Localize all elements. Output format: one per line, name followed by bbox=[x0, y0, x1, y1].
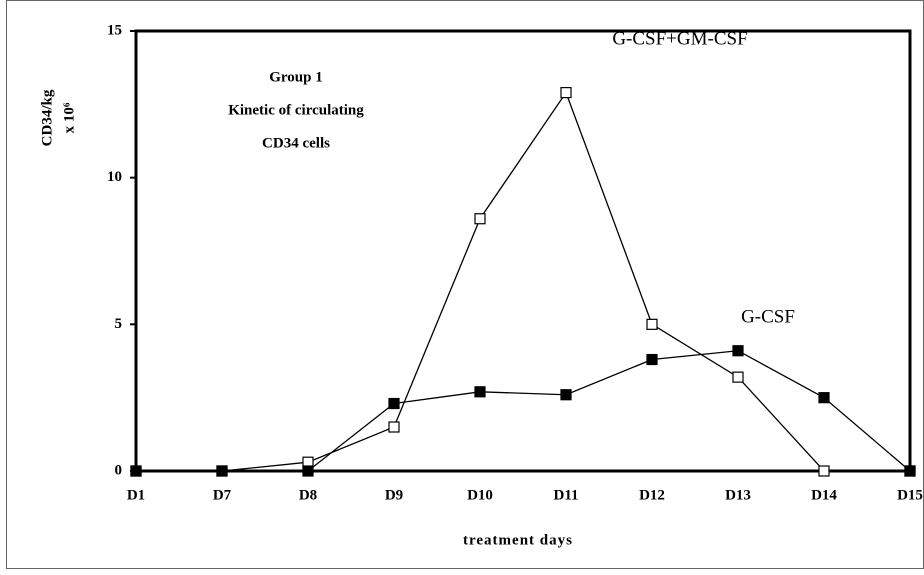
y-tick-label: 10 bbox=[107, 169, 122, 185]
marker bbox=[388, 421, 400, 433]
marker bbox=[818, 465, 830, 477]
marker bbox=[302, 465, 314, 477]
annotation: Kinetic of circulating bbox=[228, 102, 364, 118]
marker bbox=[388, 397, 400, 410]
x-tick-label: D7 bbox=[213, 487, 232, 503]
marker bbox=[904, 465, 916, 477]
marker bbox=[818, 392, 830, 404]
x-axis-label: treatment days bbox=[463, 532, 573, 548]
x-tick-label: D14 bbox=[811, 487, 837, 503]
x-tick-label: D15 bbox=[897, 487, 923, 503]
x-tick-label: D13 bbox=[725, 487, 751, 503]
marker bbox=[560, 86, 572, 99]
y-tick-label: 0 bbox=[115, 462, 123, 478]
y-axis-label: x 10⁶ bbox=[61, 102, 77, 133]
x-tick-label: D11 bbox=[553, 487, 578, 503]
x-tick-label: D10 bbox=[467, 487, 493, 503]
plot-area bbox=[134, 29, 912, 473]
marker bbox=[216, 465, 228, 477]
x-tick-label: D9 bbox=[385, 487, 403, 503]
y-axis-label: CD34/kg bbox=[39, 89, 55, 146]
marker bbox=[474, 386, 486, 398]
marker bbox=[130, 465, 142, 477]
series-label: G-CSF bbox=[741, 306, 795, 327]
marker bbox=[646, 318, 658, 330]
series-line bbox=[136, 91, 910, 472]
frame bbox=[6, 0, 924, 569]
marker bbox=[732, 371, 744, 383]
annotation: CD34 cells bbox=[262, 135, 330, 151]
y-tick-label: 15 bbox=[107, 22, 122, 38]
x-tick-label: D8 bbox=[299, 487, 317, 503]
series-line bbox=[136, 350, 911, 472]
series-label: G-CSF+GM-CSF bbox=[612, 28, 747, 49]
marker bbox=[474, 213, 486, 225]
annotation: Group 1 bbox=[269, 69, 323, 85]
marker bbox=[732, 345, 744, 357]
y-tick-label: 5 bbox=[115, 316, 123, 332]
x-tick-label: D1 bbox=[127, 487, 145, 503]
x-tick-label: D12 bbox=[639, 487, 665, 503]
marker bbox=[646, 353, 658, 366]
marker bbox=[560, 389, 572, 401]
